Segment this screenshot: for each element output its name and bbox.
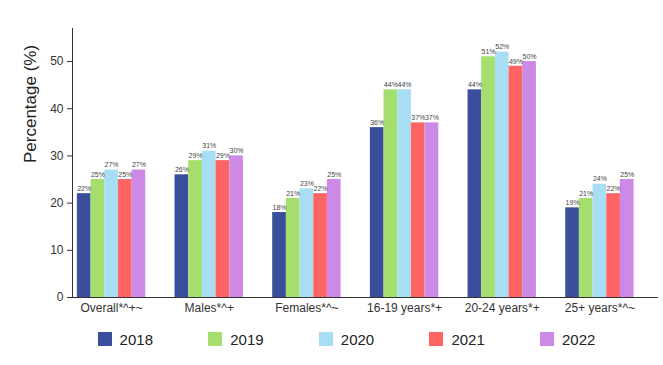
svg-text:25%: 25% — [327, 171, 341, 178]
html-text:2021: 2021 — [451, 330, 485, 348]
html-text:2019: 2019 — [230, 330, 264, 348]
svg-text:52%: 52% — [495, 43, 509, 50]
html-text:2018: 2018 — [119, 330, 153, 348]
svg-text:25%: 25% — [620, 171, 634, 178]
svg-text:37%: 37% — [411, 114, 425, 121]
svg-text:Percentage (%): Percentage (%) — [21, 45, 40, 163]
svg-text:30: 30 — [50, 149, 64, 163]
svg-text:44%: 44% — [384, 81, 398, 88]
svg-text:23%: 23% — [300, 180, 314, 187]
svg-text:44%: 44% — [398, 81, 412, 88]
svg-text:37%: 37% — [425, 114, 439, 121]
svg-text:30%: 30% — [230, 147, 244, 154]
svg-text:21%: 21% — [579, 190, 593, 197]
svg-text:26%: 26% — [175, 166, 189, 173]
svg-text:22%: 22% — [607, 185, 621, 192]
svg-text:21%: 21% — [286, 190, 300, 197]
svg-text:25+ years*^~: 25+ years*^~ — [565, 301, 635, 315]
svg-text:40: 40 — [50, 102, 64, 116]
svg-text:27%: 27% — [132, 161, 146, 168]
svg-text:Males*^+: Males*^+ — [185, 301, 234, 315]
svg-text:19%: 19% — [566, 199, 580, 206]
svg-text:50%: 50% — [523, 53, 537, 60]
html-text:2022: 2022 — [562, 330, 596, 348]
svg-text:31%: 31% — [202, 142, 216, 149]
svg-text:Females*^~: Females*^~ — [275, 301, 338, 315]
svg-text:10: 10 — [50, 243, 64, 257]
svg-text:22%: 22% — [77, 185, 91, 192]
html-text:2020: 2020 — [340, 330, 375, 348]
svg-text:50: 50 — [50, 54, 64, 68]
svg-text:29%: 29% — [189, 152, 203, 159]
svg-text:20-24 years*+: 20-24 years*+ — [465, 301, 540, 315]
svg-text:22%: 22% — [314, 185, 328, 192]
svg-text:16-19 years*+: 16-19 years*+ — [367, 301, 442, 315]
svg-text:Overall*^+~: Overall*^+~ — [80, 301, 142, 315]
svg-text:51%: 51% — [482, 48, 496, 55]
svg-text:0: 0 — [57, 290, 64, 304]
svg-text:25%: 25% — [91, 171, 105, 178]
svg-text:29%: 29% — [216, 152, 230, 159]
svg-text:24%: 24% — [593, 175, 607, 182]
svg-text:18%: 18% — [273, 204, 287, 211]
svg-text:27%: 27% — [105, 161, 119, 168]
svg-text:44%: 44% — [468, 81, 482, 88]
svg-text:25%: 25% — [118, 171, 132, 178]
svg-text:49%: 49% — [509, 57, 523, 64]
svg-text:20: 20 — [50, 196, 64, 210]
svg-text:36%: 36% — [370, 119, 384, 126]
